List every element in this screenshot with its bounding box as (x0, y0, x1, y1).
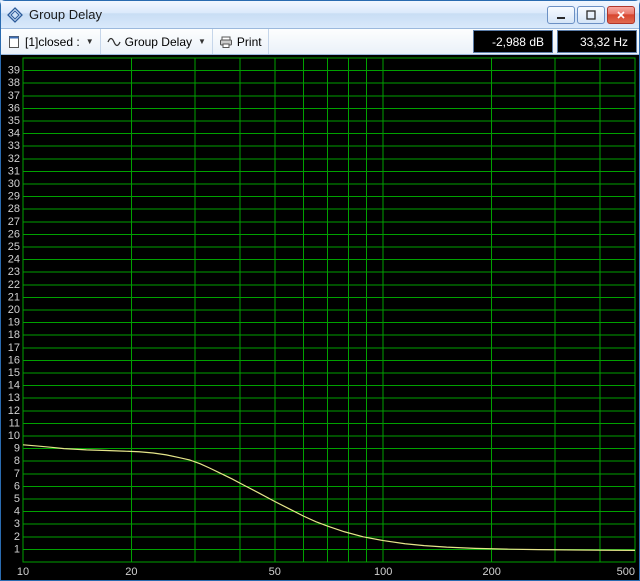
svg-text:34: 34 (8, 128, 20, 140)
maximize-button[interactable] (577, 6, 605, 24)
toolbar: [1]closed : ▼ Group Delay ▼ Print -2,988… (1, 29, 639, 55)
source-label: [1]closed : (25, 35, 80, 49)
readout-db: -2,988 dB (473, 30, 553, 53)
svg-text:6: 6 (14, 480, 20, 492)
toolbar-spacer (269, 29, 471, 54)
close-button[interactable] (607, 6, 635, 24)
svg-text:39: 39 (8, 65, 20, 77)
plot-area[interactable]: 1234567891011121314151617181920212223242… (1, 55, 639, 580)
svg-text:50: 50 (269, 566, 281, 578)
svg-text:18: 18 (8, 329, 20, 341)
svg-text:12: 12 (8, 405, 20, 417)
svg-text:21: 21 (8, 291, 20, 303)
svg-text:15: 15 (8, 367, 20, 379)
svg-text:35: 35 (8, 115, 20, 127)
print-label: Print (237, 35, 262, 49)
svg-text:4: 4 (14, 506, 20, 518)
minimize-button[interactable] (547, 6, 575, 24)
svg-text:200: 200 (482, 566, 500, 578)
svg-text:27: 27 (8, 216, 20, 228)
svg-text:36: 36 (8, 102, 20, 114)
app-icon (7, 7, 23, 23)
readout-hz: 33,32 Hz (557, 30, 637, 53)
svg-text:23: 23 (8, 266, 20, 278)
svg-text:11: 11 (9, 417, 20, 429)
source-dropdown[interactable]: [1]closed : ▼ (1, 29, 101, 54)
svg-text:9: 9 (14, 443, 20, 455)
svg-text:20: 20 (8, 304, 20, 316)
svg-text:24: 24 (8, 254, 20, 266)
svg-text:10: 10 (17, 566, 29, 578)
close-icon (616, 10, 626, 20)
svg-text:16: 16 (8, 354, 20, 366)
svg-text:10: 10 (8, 430, 20, 442)
svg-text:8: 8 (14, 455, 20, 467)
window-title: Group Delay (29, 7, 547, 22)
group-delay-chart: 1234567891011121314151617181920212223242… (1, 55, 639, 580)
svg-text:7: 7 (14, 468, 20, 480)
mode-dropdown[interactable]: Group Delay ▼ (101, 29, 213, 54)
svg-text:17: 17 (8, 342, 20, 354)
maximize-icon (586, 10, 596, 20)
svg-text:30: 30 (8, 178, 20, 190)
svg-text:26: 26 (8, 228, 20, 240)
print-icon (219, 35, 233, 49)
document-icon (7, 35, 21, 49)
chevron-down-icon: ▼ (86, 37, 94, 46)
chevron-down-icon: ▼ (198, 37, 206, 46)
svg-text:13: 13 (8, 392, 20, 404)
svg-text:33: 33 (8, 140, 20, 152)
svg-text:25: 25 (8, 241, 20, 253)
svg-text:32: 32 (8, 153, 20, 165)
mode-label: Group Delay (125, 35, 192, 49)
svg-text:2: 2 (14, 531, 20, 543)
svg-text:100: 100 (374, 566, 392, 578)
print-button[interactable]: Print (213, 29, 269, 54)
svg-text:20: 20 (125, 566, 137, 578)
svg-text:5: 5 (14, 493, 20, 505)
svg-text:22: 22 (8, 279, 20, 291)
svg-text:29: 29 (8, 191, 20, 203)
svg-text:14: 14 (8, 380, 20, 392)
minimize-icon (556, 10, 566, 20)
svg-text:31: 31 (8, 165, 20, 177)
svg-text:19: 19 (8, 317, 20, 329)
window-buttons (547, 6, 635, 24)
svg-text:38: 38 (8, 77, 20, 89)
svg-text:37: 37 (8, 90, 20, 102)
svg-text:1: 1 (14, 543, 20, 555)
svg-text:3: 3 (14, 518, 20, 530)
app-window: Group Delay [1]closed : ▼ Group Del (0, 0, 640, 581)
wave-icon (107, 35, 121, 49)
svg-text:500: 500 (617, 566, 635, 578)
svg-text:28: 28 (8, 203, 20, 215)
titlebar: Group Delay (1, 1, 639, 29)
